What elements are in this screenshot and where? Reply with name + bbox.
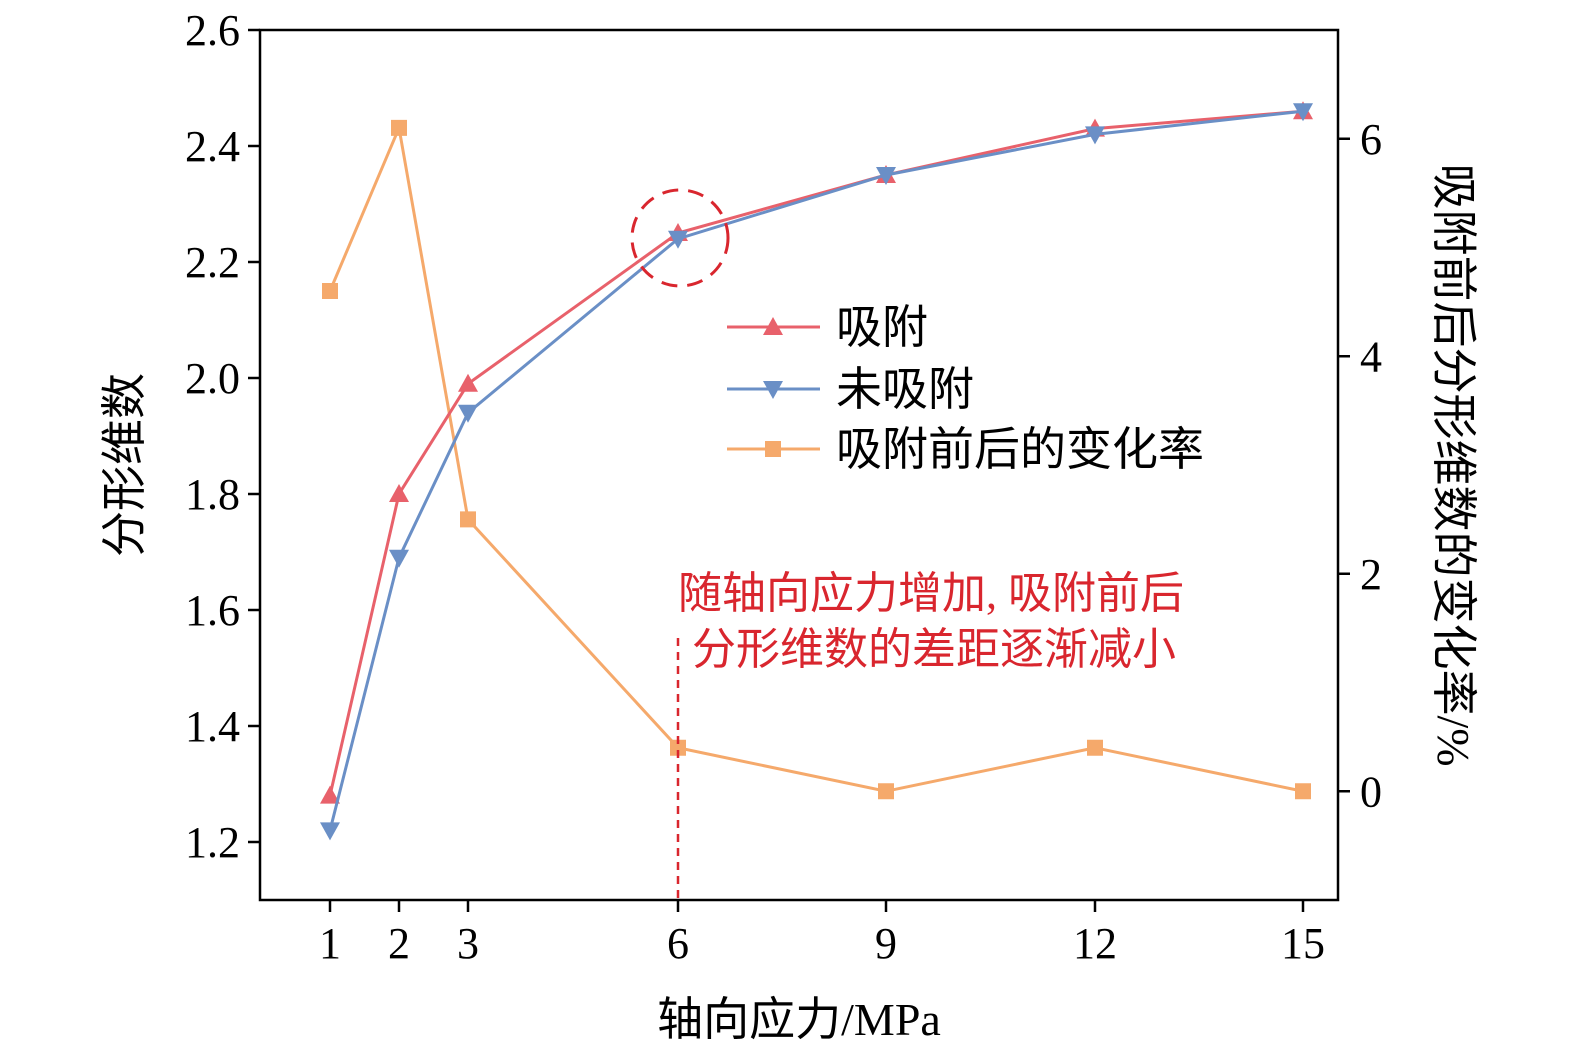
data-point — [389, 484, 409, 502]
data-point — [460, 511, 476, 528]
annotation-text: 随轴向应力增加, 吸附前后 — [678, 569, 1184, 618]
data-point — [391, 119, 407, 136]
data-point — [389, 549, 409, 568]
legend-item: 未吸附 — [727, 364, 974, 415]
data-point — [1293, 103, 1313, 122]
y-left-tick-label: 2.6 — [185, 6, 240, 55]
y-left-tick-label: 1.4 — [185, 702, 240, 751]
series-layer — [320, 101, 1313, 841]
highlight-circle — [630, 188, 730, 288]
legend-marker — [763, 381, 783, 399]
y-right-axis-title: 吸附前后分形维数的变化率/% — [1428, 163, 1479, 766]
y-right-tick-label: 2 — [1360, 550, 1382, 599]
x-tick-label: 15 — [1281, 919, 1325, 968]
data-point — [320, 822, 340, 841]
data-point — [878, 783, 894, 800]
data-point — [876, 167, 896, 185]
data-point — [1085, 126, 1105, 145]
x-tick-label: 3 — [457, 919, 479, 968]
y-right-tick-label: 0 — [1360, 767, 1382, 816]
y-left-tick-label: 2.4 — [185, 122, 240, 171]
data-point — [1295, 783, 1311, 800]
data-point — [458, 404, 478, 423]
y-left-axis-title: 分形维数 — [99, 373, 150, 557]
legend-label: 未吸附 — [836, 364, 974, 415]
y-left-tick-label: 2.2 — [185, 238, 240, 287]
annotation-text: 分形维数的差距逐渐减小 — [692, 625, 1176, 674]
legend-item: 吸附 — [727, 302, 928, 353]
y-left-tick-label: 2.0 — [185, 354, 240, 403]
series-2 — [322, 119, 1311, 800]
legend-item: 吸附前后的变化率 — [727, 424, 1204, 475]
data-point — [670, 739, 686, 756]
x-axis-title: 轴向应力/MPa — [657, 994, 941, 1045]
y-left-tick-label: 1.2 — [185, 818, 240, 867]
y-right-tick-label: 4 — [1360, 332, 1382, 381]
legend-marker — [765, 441, 781, 457]
axes: 1 2 3 6 9 12 151.21.41.61.82.02.22.42.60246轴向应… — [99, 6, 1479, 1045]
data-point — [668, 230, 688, 249]
legend-marker — [763, 317, 783, 335]
x-tick-label: 6 — [667, 919, 689, 968]
y-left-tick-label: 1.6 — [185, 586, 240, 635]
legend-label: 吸附前后的变化率 — [836, 424, 1204, 475]
legend-label: 吸附 — [836, 302, 928, 353]
data-point — [458, 373, 478, 392]
y-right-tick-label: 6 — [1360, 115, 1382, 164]
x-tick-label: 12 — [1073, 919, 1117, 968]
series-1 — [320, 103, 1313, 841]
x-tick-label: 1 — [319, 919, 341, 968]
plot-frame — [258, 28, 1340, 902]
data-point — [1087, 739, 1103, 756]
data-point — [320, 785, 340, 804]
data-point — [322, 283, 338, 299]
y-left-tick-label: 1.8 — [185, 470, 240, 519]
x-tick-label: 2 — [388, 919, 410, 968]
x-tick-label: 9 — [875, 919, 897, 968]
